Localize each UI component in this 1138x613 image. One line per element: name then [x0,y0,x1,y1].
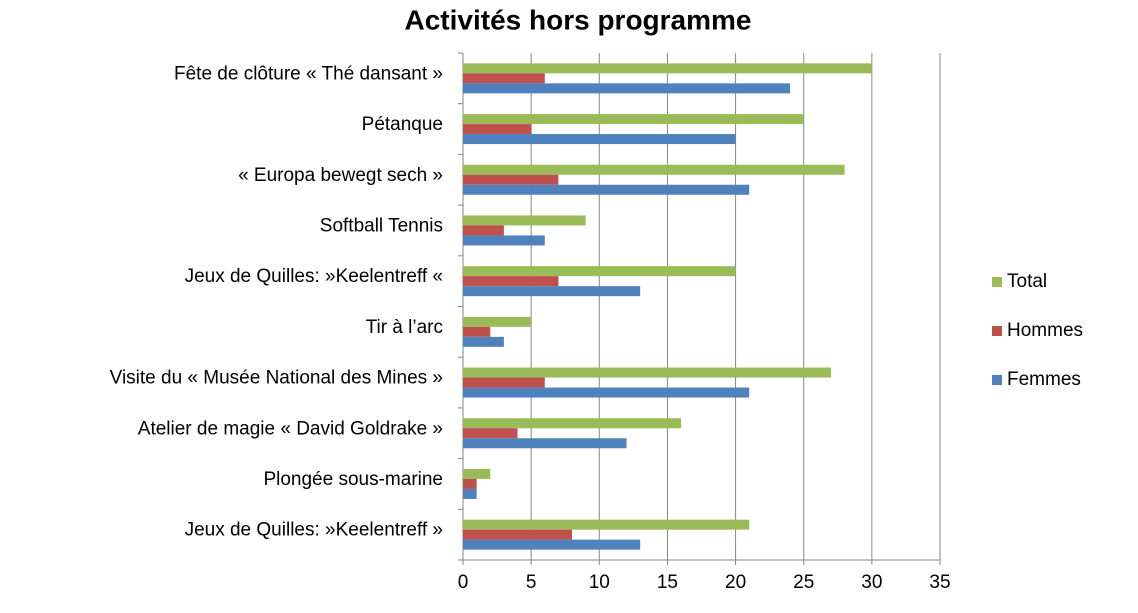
y-tick-label: Atelier de magie « David Goldrake » [138,418,443,439]
bar [463,539,641,550]
bar [463,387,750,398]
bar [463,83,791,94]
bar [463,225,504,236]
bar [463,124,532,135]
legend-swatch [992,326,1002,336]
bar [463,266,736,277]
bar [463,174,559,185]
bar [463,235,545,246]
x-tick-label: 20 [725,572,746,593]
bar [463,184,750,195]
legend-swatch [992,375,1002,385]
bar [463,529,573,540]
bar [463,438,627,449]
bar [463,367,831,378]
x-tick-label: 10 [589,572,610,593]
x-tick-label: 30 [861,572,882,593]
y-tick-label: Softball Tennis [320,215,443,236]
y-tick-label: « Europa bewegt sech » [238,165,443,186]
bar [463,519,750,530]
bar [463,164,845,175]
y-tick-label: Jeux de Quilles: »Keelentreff « [185,266,443,287]
y-tick-label: Plongée sous-marine [263,469,443,490]
bar [463,73,545,84]
bar [463,134,736,145]
legend-label: Total [1007,271,1047,292]
y-tick-label: Fête de clôture « Thé dansant » [174,63,443,84]
chart-title: Activités hors programme [405,4,752,35]
bar [463,428,518,439]
y-tick-label: Jeux de Quilles: »Keelentreff » [185,520,443,541]
bar [463,316,532,327]
bar [463,114,804,125]
bar [463,286,641,297]
x-tick-label: 25 [793,572,814,593]
bar [463,418,682,429]
y-tick-label: Tir à l’arc [366,317,443,338]
bar [463,336,504,347]
bar [463,276,559,287]
x-tick-label: 15 [657,572,678,593]
bar [463,468,491,479]
x-tick-label: 0 [458,572,469,593]
legend-label: Femmes [1007,369,1081,390]
bar [463,377,545,388]
y-tick-label: Pétanque [362,114,443,135]
bar [463,63,872,74]
bar [463,326,491,337]
x-tick-label: 5 [526,572,537,593]
y-tick-label: Visite du « Musée National des Mines » [110,368,443,389]
bar [463,215,586,226]
legend-swatch [992,277,1002,287]
x-tick-label: 35 [929,572,950,593]
bar [463,488,477,499]
bar [463,478,477,489]
legend-label: Hommes [1007,320,1083,341]
